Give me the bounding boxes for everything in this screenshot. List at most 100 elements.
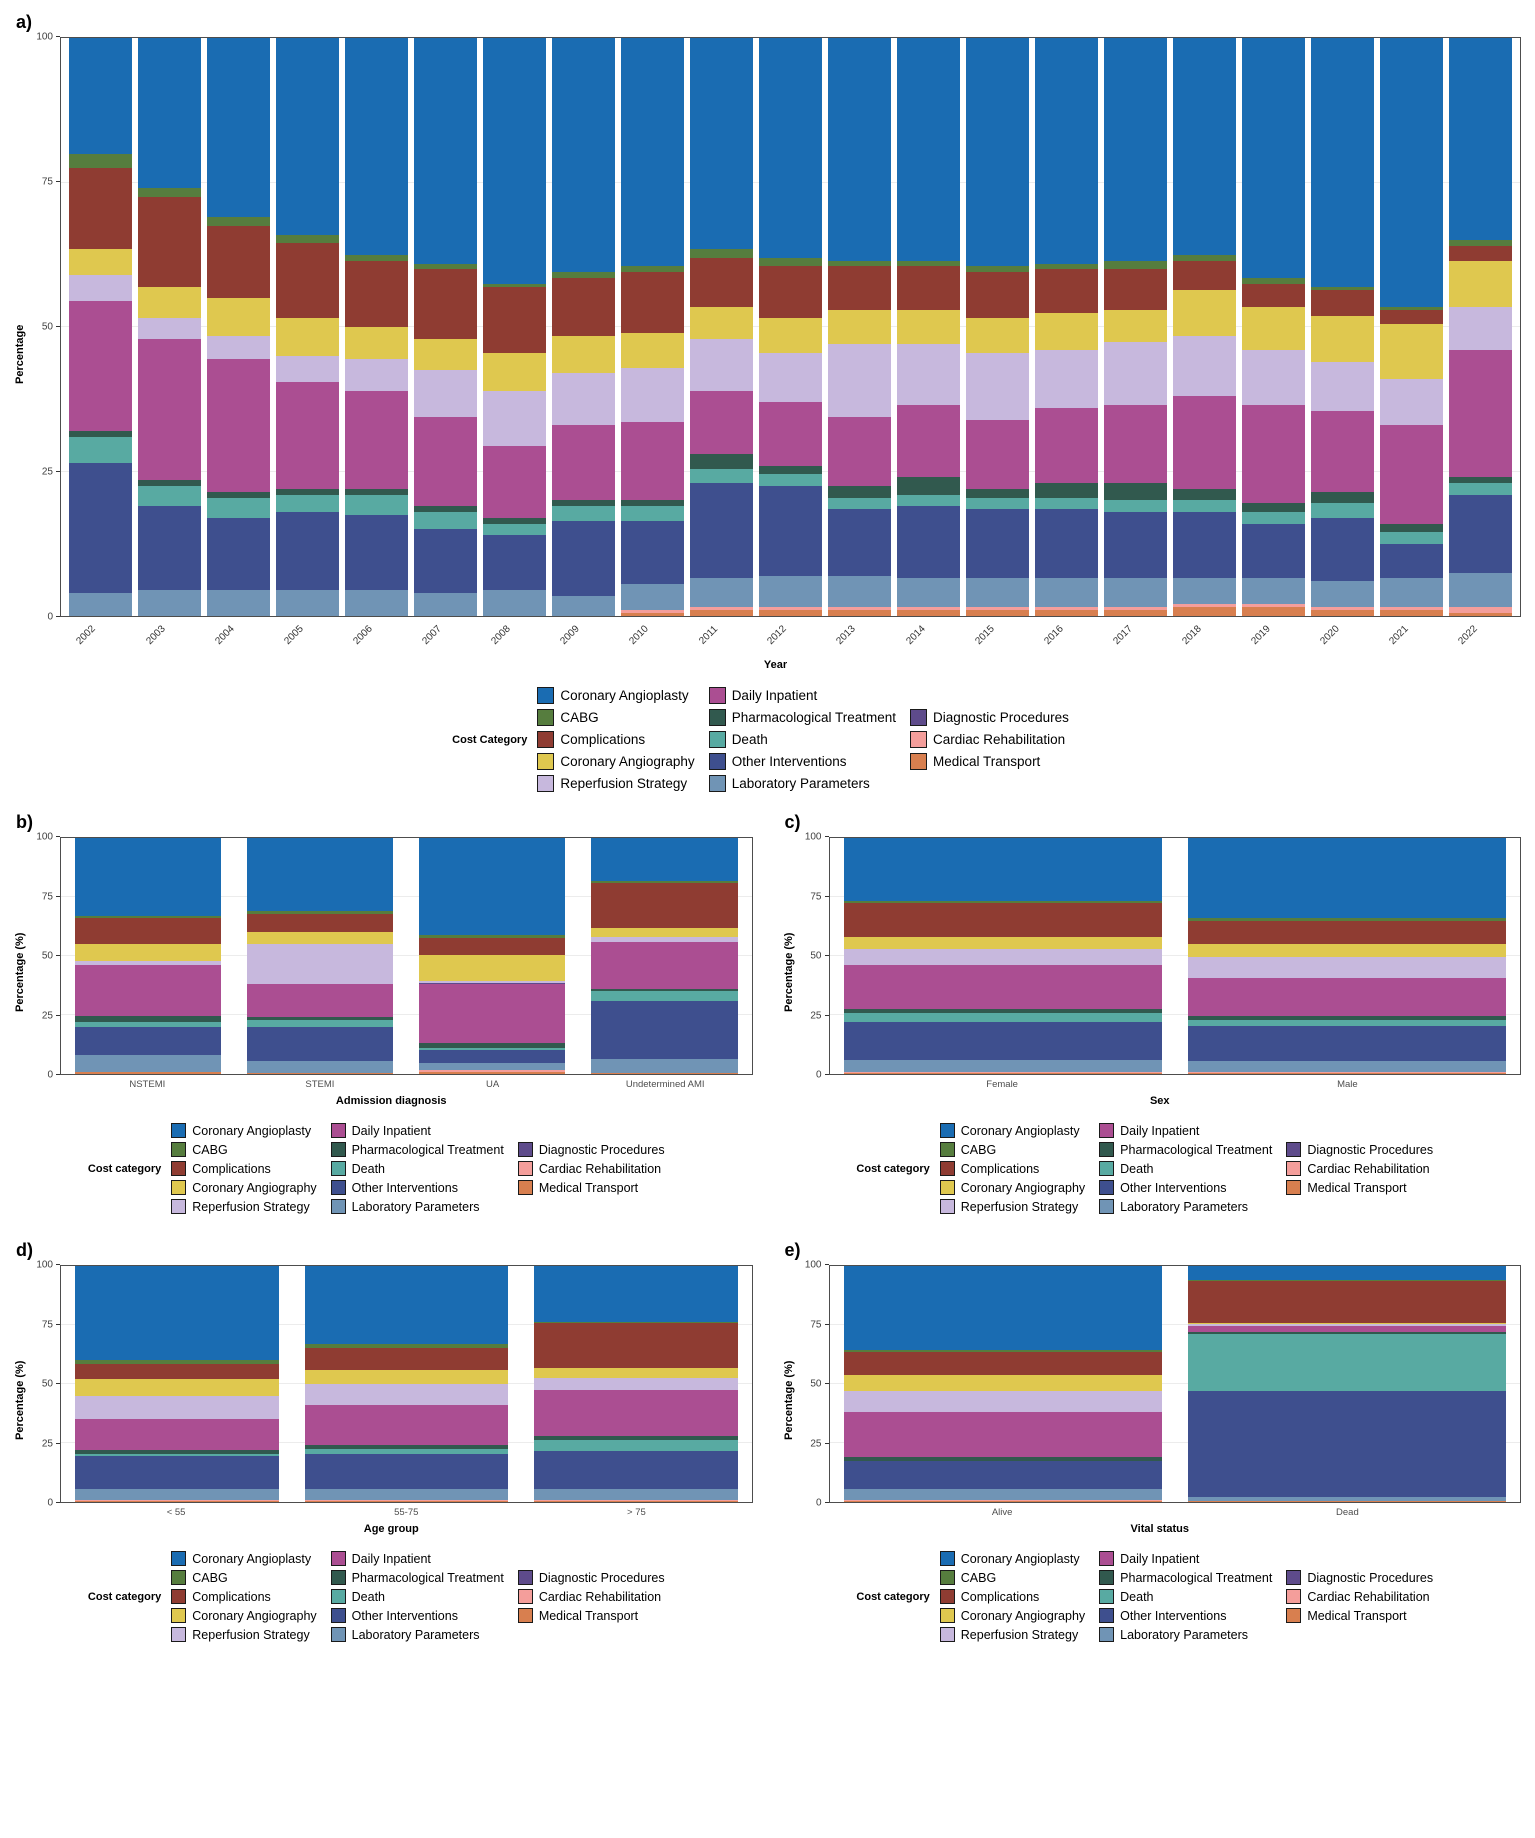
segment-pharmacological-treatment <box>966 488 1029 498</box>
legend-label: Cardiac Rehabilitation <box>538 1589 662 1604</box>
x-tick-label-ua: UA <box>485 1078 500 1090</box>
segment-coronary-angiography <box>419 954 566 981</box>
legend-label: Cardiac Rehabilitation <box>538 1161 662 1176</box>
panel-e-letter: e) <box>784 1240 801 1260</box>
segment-other-interventions <box>207 517 270 590</box>
stacked-bar-2015 <box>966 38 1029 616</box>
segment-cabg <box>897 260 960 267</box>
legend-column-3: Diagnostic Procedures Cardiac Rehabilitat… <box>517 1570 665 1623</box>
segment-daily-inpatient <box>276 381 339 489</box>
segment-death <box>1311 503 1374 518</box>
x-tick-label-2009: 2009 <box>558 623 582 647</box>
y-tick-label-75: 75 <box>810 1319 822 1330</box>
segment-death <box>419 1048 566 1051</box>
segment-pharmacological-treatment <box>534 1435 738 1440</box>
segment-pharmacological-treatment <box>621 500 684 507</box>
gridline-75 <box>829 1324 1520 1325</box>
panel-a-letter: a) <box>16 12 33 32</box>
segment-cabg <box>966 266 1029 273</box>
segment-other-interventions <box>276 511 339 590</box>
segment-cardiac-rehabilitation <box>1242 604 1305 608</box>
panel-a: a) Percentage 0 25 50 75 100 2002 2003 2004 200… <box>14 12 1521 792</box>
segment-reperfusion-strategy <box>247 944 394 985</box>
segment-cabg <box>304 1343 508 1348</box>
segment-reperfusion-strategy <box>69 275 132 302</box>
segment-laboratory-parameters <box>483 590 546 616</box>
y-tick-mark <box>56 471 60 472</box>
segment-laboratory-parameters <box>1242 578 1305 605</box>
segment-coronary-angiography <box>591 927 738 938</box>
legend-title: Cost Category <box>452 733 528 746</box>
segment-cabg <box>759 257 822 267</box>
legend-swatch-other-interventions <box>330 1608 346 1623</box>
stacked-bar-male <box>1187 838 1506 1074</box>
segment-daily-inpatient <box>1449 350 1512 478</box>
legend-swatch-daily-inpatient <box>330 1123 346 1138</box>
legend-item-coronary-angiography: Coronary Angiography <box>171 1608 317 1623</box>
x-axis-title: Vital status <box>1130 1523 1190 1535</box>
segment-daily-inpatient <box>207 358 270 492</box>
y-tick-mark <box>56 1014 60 1016</box>
y-tick-mark <box>56 955 60 956</box>
legend-label: Cardiac Rehabilitation <box>933 732 1066 747</box>
segment-other-interventions <box>69 462 132 593</box>
segment-pharmacological-treatment <box>690 454 753 469</box>
legend-item-cardiac-rehabilitation: Cardiac Rehabilitation <box>517 1589 665 1604</box>
segment-pharmacological-treatment <box>759 465 822 475</box>
segment-complications <box>207 225 270 299</box>
y-tick-label-75: 75 <box>41 176 53 188</box>
legend-column-3: Diagnostic Procedures Cardiac Rehabilitat… <box>1286 1142 1433 1195</box>
legend-title: Cost category <box>856 1162 930 1175</box>
x-tick-label-2002: 2002 <box>74 623 99 647</box>
segment-medical-transport <box>1449 613 1512 616</box>
x-tick-label-female: Female <box>986 1078 1018 1090</box>
legend-item-cabg: CABG <box>939 1142 1085 1157</box>
y-axis: 0 25 50 75 100 <box>799 832 829 1081</box>
segment-complications <box>828 266 891 310</box>
segment-medical-transport <box>1187 1072 1506 1074</box>
stacked-bar-2002 <box>69 38 132 616</box>
segment-pharmacological-treatment <box>247 1017 394 1020</box>
segment-pharmacological-treatment <box>304 1445 508 1449</box>
legend-swatch-coronary-angioplasty <box>171 1123 187 1138</box>
segment-coronary-angiography <box>1187 944 1506 958</box>
legend-column-1: Coronary Angioplasty CABG Complications Cor… <box>939 1123 1085 1214</box>
segment-death <box>414 511 477 530</box>
legend-column-1: Coronary Angioplasty CABG Complications Cor… <box>537 687 695 792</box>
segment-death <box>1449 483 1512 495</box>
segment-reperfusion-strategy <box>591 937 738 942</box>
segment-reperfusion-strategy <box>621 367 684 423</box>
stacked-bar-2009 <box>552 38 615 616</box>
segment-cabg <box>483 283 546 287</box>
legend-item-medical-transport: Medical Transport <box>910 753 1069 770</box>
chart-age-group: Percentage (%) 0 25 50 75 100 < 55 55-75 > 75 … <box>14 1260 753 1535</box>
x-tick-label-2010: 2010 <box>627 623 651 647</box>
segment-cabg <box>1035 263 1098 270</box>
segment-coronary-angioplasty <box>1187 1266 1506 1281</box>
segment-pharmacological-treatment <box>75 1450 279 1454</box>
y-tick-mark <box>56 616 60 617</box>
segment-cabg <box>591 880 738 883</box>
legend-swatch-medical-transport <box>517 1180 533 1195</box>
segment-medical-transport <box>1311 610 1374 616</box>
stacked-bar-2010 <box>621 38 684 616</box>
y-axis-title: Percentage (%) <box>14 1360 26 1440</box>
y-tick-mark <box>824 1264 829 1265</box>
segment-death <box>1242 512 1305 524</box>
legend-swatch-pharmacological-treatment <box>1099 1570 1115 1585</box>
chart-yearly-cost-distribution: Percentage 0 25 50 75 100 2002 2003 2004 2005 20… <box>14 32 1521 671</box>
stacked-bar-2021 <box>1380 38 1443 616</box>
legend-item-reperfusion-strategy: Reperfusion Strategy <box>171 1627 316 1642</box>
y-axis-title: Percentage (%) <box>782 932 795 1012</box>
segment-laboratory-parameters <box>304 1489 508 1500</box>
panel-c-letter: c) <box>784 812 801 832</box>
segment-reperfusion-strategy <box>345 358 408 391</box>
gridline-75 <box>829 896 1520 897</box>
stacked-bar-2020 <box>1311 38 1374 616</box>
segment-cabg <box>828 260 891 267</box>
legend-label: Other Interventions <box>351 1180 458 1195</box>
legend-column-1: Coronary Angioplasty CABG Complications Cor… <box>171 1123 317 1214</box>
segment-other-interventions <box>690 483 753 579</box>
stacked-bar-2014 <box>897 38 960 616</box>
segment-coronary-angioplasty <box>414 38 477 264</box>
